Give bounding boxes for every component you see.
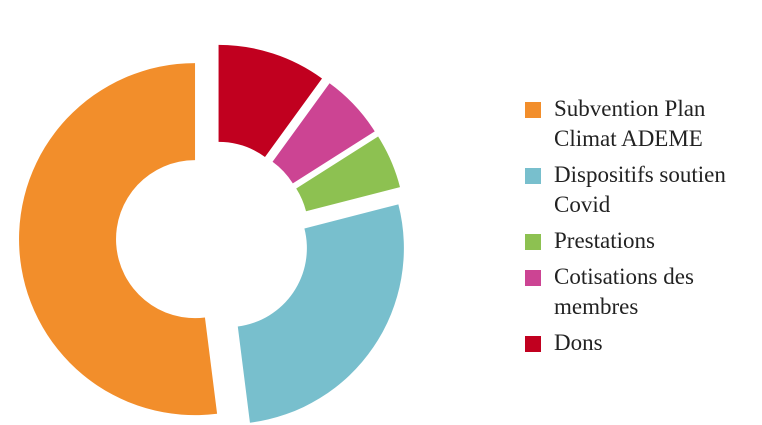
legend-swatch	[525, 270, 541, 286]
legend-item: Subvention Plan Climat ADEME	[525, 94, 762, 154]
legend-item: Dispositifs soutien Covid	[525, 160, 762, 220]
legend-label: Prestations	[554, 228, 655, 253]
legend-swatch	[525, 336, 541, 352]
legend-swatch	[525, 234, 541, 250]
donut-slice-1	[19, 63, 218, 416]
donut-slice-4	[272, 83, 375, 184]
donut-slice-5	[218, 44, 323, 157]
legend-item: Cotisations des membres	[525, 262, 762, 322]
legend-item: Prestations	[525, 226, 762, 256]
donut-slice-3	[296, 136, 400, 212]
legend-label: Cotisations des membres	[554, 264, 694, 319]
legend-swatch	[525, 102, 541, 118]
legend-item: Dons	[525, 328, 762, 358]
donut-slice-2	[237, 204, 404, 423]
legend-swatch	[525, 168, 541, 184]
legend-label: Dons	[554, 330, 603, 355]
legend-label: Subvention Plan Climat ADEME	[554, 96, 706, 151]
legend-label: Dispositifs soutien Covid	[554, 162, 726, 217]
legend: Subvention Plan Climat ADEME Dispositifs …	[525, 94, 762, 364]
